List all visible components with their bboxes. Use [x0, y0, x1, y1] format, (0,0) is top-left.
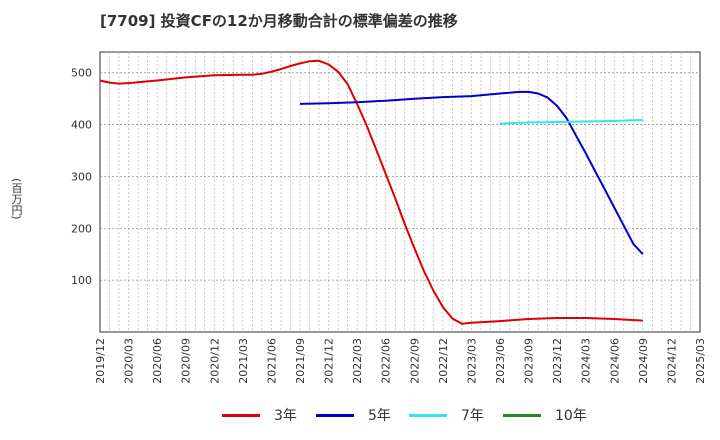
legend-item: 7年: [409, 402, 484, 428]
x-tick-label: 2024/12: [665, 338, 678, 384]
legend-label: 3年: [274, 408, 297, 424]
x-tick-label: 2022/03: [351, 338, 364, 384]
x-tick-label: 2020/12: [208, 338, 221, 384]
legend-item: 10年: [503, 402, 587, 428]
x-tick-label: 2021/09: [294, 338, 307, 384]
x-tick-label: 2022/12: [437, 338, 450, 384]
x-tick-label: 2025/03: [694, 338, 707, 384]
x-tick-label: 2024/03: [580, 338, 593, 384]
chart-title: [7709] 投資CFの12か月移動合計の標準偏差の推移: [100, 12, 458, 30]
x-tick-label: 2021/03: [237, 338, 250, 384]
series-line-7年: [499, 118, 643, 125]
x-tick-label: 2021/06: [265, 338, 278, 384]
x-tick-label: 2020/09: [180, 338, 193, 384]
legend-label: 5年: [368, 408, 391, 424]
legend: 3年 5年 7年 10年: [0, 402, 720, 428]
x-axis-ticks: 2019/12 2020/03 2020/06 2020/09 2020/12 2021/…: [94, 338, 707, 384]
x-tick-label: 2023/12: [551, 338, 564, 384]
y-tick-label: 100: [71, 274, 92, 287]
legend-item: 5年: [316, 402, 391, 428]
x-tick-label: 2022/09: [408, 338, 421, 384]
y-tick-label: 500: [71, 67, 92, 80]
legend-label: 7年: [461, 408, 484, 424]
legend-swatch: [503, 413, 541, 417]
legend-swatch: [316, 413, 354, 417]
y-axis-ticks: 100 200 300 400 500: [71, 67, 92, 287]
legend-swatch: [409, 413, 447, 417]
y-axis-unit-label: (百万円): [10, 178, 23, 220]
y-tick-label: 200: [71, 222, 92, 235]
line-chart: 100 200 300 400 500 2019/12 2020/03 2020/06 202…: [71, 51, 707, 384]
x-tick-label: 2023/03: [465, 338, 478, 384]
y-tick-label: 400: [71, 119, 92, 132]
series-lines: [99, 59, 644, 325]
y-tick-label: 300: [71, 170, 92, 183]
x-tick-label: 2024/06: [608, 338, 621, 384]
x-tick-label: 2023/09: [523, 338, 536, 384]
x-tick-label: 2020/03: [123, 338, 136, 384]
x-tick-label: 2022/06: [380, 338, 393, 384]
x-tick-label: 2021/12: [323, 338, 336, 384]
plot-area: [99, 51, 701, 333]
x-tick-label: 2020/06: [151, 338, 164, 384]
grid-lines: [100, 52, 700, 332]
legend-swatch: [222, 413, 260, 417]
x-tick-label: 2019/12: [94, 338, 107, 384]
series-line-5年: [299, 90, 644, 255]
series-line-3年: [99, 59, 643, 325]
legend-label: 10年: [555, 408, 587, 424]
x-tick-label: 2024/09: [637, 338, 650, 384]
legend-item: 3年: [222, 402, 297, 428]
x-tick-label: 2023/06: [494, 338, 507, 384]
